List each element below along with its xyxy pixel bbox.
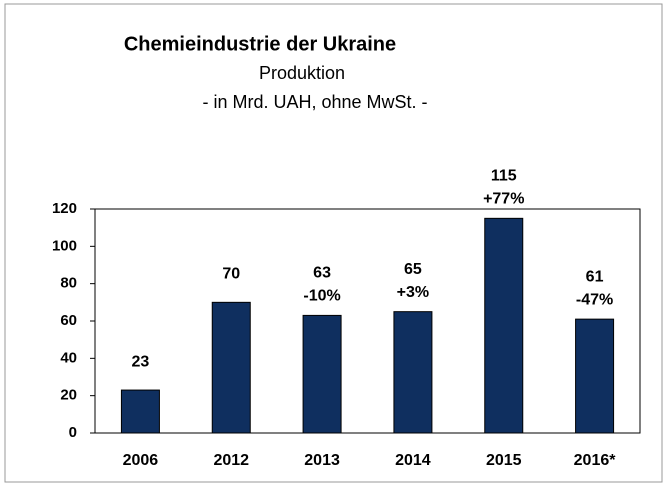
y-tick-label: 0	[69, 424, 77, 441]
x-tick-label: 2006	[123, 452, 159, 469]
bar	[575, 318, 615, 434]
y-tick-label: 60	[60, 312, 77, 329]
change-label: -10%	[303, 288, 340, 305]
bar	[393, 311, 433, 434]
value-label: 115	[491, 168, 517, 185]
value-label: 61	[586, 268, 604, 285]
value-label: 23	[132, 353, 150, 370]
y-tick-label: 100	[52, 237, 77, 254]
chart-border	[4, 3, 663, 483]
y-tick-label: 120	[52, 200, 77, 217]
y-tick-label: 20	[60, 387, 77, 404]
x-tick-label: 2016*	[574, 452, 617, 469]
bar	[302, 314, 342, 434]
x-tick-label: 2014	[395, 452, 431, 469]
chart-title: Chemieindustrie der Ukraine	[124, 33, 396, 55]
value-label: 70	[222, 266, 240, 283]
value-label: 63	[313, 265, 331, 282]
x-tick-label: 2015	[486, 452, 522, 469]
x-tick-label: 2012	[213, 452, 249, 469]
bar	[211, 301, 251, 434]
bar	[484, 217, 524, 434]
chart-subtitle: Produktion	[259, 63, 345, 83]
y-tick-label: 80	[60, 275, 77, 292]
value-label: 65	[404, 261, 422, 278]
change-label: +77%	[483, 191, 524, 208]
bar	[120, 389, 160, 434]
change-label: +3%	[397, 284, 429, 301]
x-tick-label: 2013	[304, 452, 340, 469]
y-tick-label: 40	[60, 349, 77, 366]
chart-subtitle: - in Mrd. UAH, ohne MwSt. -	[202, 92, 427, 112]
plot-area	[94, 208, 641, 434]
change-label: -47%	[576, 291, 613, 308]
